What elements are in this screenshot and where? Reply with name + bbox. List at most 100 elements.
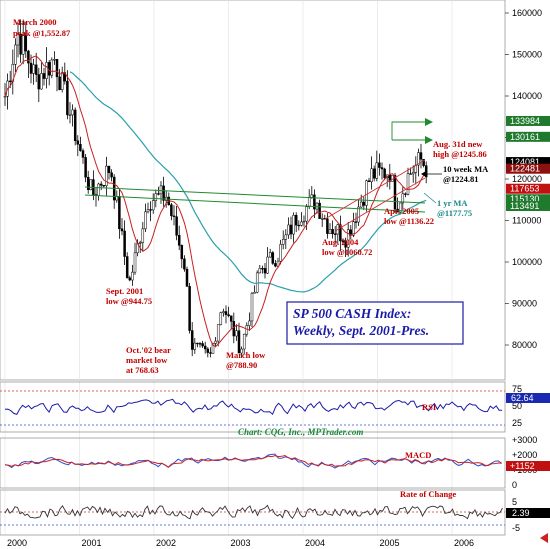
price-candle-body — [279, 244, 282, 262]
price-candle-body — [209, 352, 212, 354]
indicator-tick-label: 0 — [512, 480, 517, 490]
price-candle-body — [422, 159, 425, 166]
price-candle-body — [201, 343, 204, 347]
price-badge-value: 113491 — [510, 201, 539, 211]
price-candle-body — [216, 324, 220, 342]
price-candle-body — [352, 221, 355, 236]
price-candle-body — [105, 165, 108, 186]
price-badge-value: 130161 — [510, 132, 540, 142]
price-candle-body — [253, 291, 256, 294]
price-candle-body — [203, 345, 207, 350]
rsi-label: RSI — [422, 402, 437, 412]
price-candle-body — [372, 168, 376, 179]
ma-1yr-line — [69, 71, 427, 293]
price-candle-body — [76, 140, 80, 145]
price-candle-body — [118, 196, 121, 230]
price-candle-body — [138, 242, 142, 244]
target-arrow-1 — [425, 118, 433, 126]
price-candle-body — [206, 348, 210, 353]
price-candle-body — [281, 239, 285, 245]
price-candle-body — [326, 218, 329, 234]
price-candle-body — [183, 258, 186, 270]
price-candle-body — [68, 114, 72, 116]
price-badge: 115130 — [506, 194, 550, 205]
price-candle-body — [294, 214, 298, 226]
price-candle-body — [110, 172, 113, 178]
rsi-panel-frame — [0, 381, 506, 433]
price-candle-body — [120, 228, 124, 232]
price-candle-body — [131, 271, 134, 281]
price-candle-body — [55, 59, 59, 78]
indicator-tick-label: +3000 — [512, 435, 537, 445]
price-candle-body — [354, 221, 358, 223]
price-candle-body — [3, 96, 7, 98]
price-badge-value: 124081 — [510, 157, 540, 167]
x-axis: 2000 2001 2002 2003 2004 2005 2006 — [4, 0, 474, 548]
title-box: SP 500 CASH Index: Weekly, Sept. 2001-Pr… — [286, 301, 464, 345]
price-candle-body — [81, 150, 85, 158]
price-candle-body — [177, 235, 181, 246]
price-candle-body — [409, 173, 412, 175]
price-badge-value: 133984 — [510, 116, 540, 126]
x-tick-label: 2000 — [7, 538, 27, 548]
price-badge-value: 122481 — [510, 164, 540, 174]
price-candle-body — [16, 33, 20, 46]
price-candle-body — [211, 343, 215, 354]
price-candle-body — [367, 180, 371, 183]
price-candle-body — [172, 215, 176, 217]
y-tick-label: 140000 — [512, 91, 542, 101]
roc-label: Rate of Change — [400, 489, 456, 499]
y-tick-label: 110000 — [512, 216, 541, 226]
price-candle-body — [42, 73, 46, 79]
price-candle-body — [50, 59, 54, 76]
price-candle-body — [107, 165, 111, 173]
price-candle-body — [144, 211, 147, 230]
price-candle-body — [53, 59, 56, 61]
aug31-annotation: Aug. 31d new high @1245.86 — [433, 139, 487, 159]
price-candle-body — [190, 330, 194, 350]
price-candle-body — [71, 109, 74, 116]
y-tick-label: 100000 — [512, 257, 542, 267]
price-candle-body — [346, 229, 350, 248]
price-candle-body — [21, 35, 25, 55]
price-candle-body — [417, 152, 420, 166]
price-candle-body — [198, 343, 202, 345]
ma1yr-annotation: 1 yr MA @1177.75 — [437, 198, 472, 218]
price-candle-body — [344, 241, 347, 248]
roc-line — [4, 504, 503, 520]
price-candle-body — [263, 268, 267, 274]
price-candle-body — [339, 224, 342, 242]
price-candle-body — [300, 221, 303, 226]
price-candle-body — [141, 228, 145, 243]
oct2002-annotation: Oct.'02 bear market low at 768.63 — [126, 345, 171, 375]
price-candle-body — [97, 183, 100, 197]
indicator-tick-label: -5 — [512, 523, 520, 533]
ma-10week-line — [4, 55, 427, 348]
green-support-line-1 — [84, 186, 426, 204]
roc-badge-value: 2.39 — [512, 508, 530, 518]
apr2005-annotation: Apr. 2005 low @1136.22 — [384, 206, 434, 226]
price-candle-body — [146, 209, 150, 213]
price-candle-body — [375, 162, 379, 179]
price-candle-body — [102, 185, 106, 187]
price-badge: 130161 — [506, 131, 550, 142]
price-candle-body — [237, 330, 241, 354]
y-tick-label: 90000 — [512, 299, 537, 309]
target-arrow-2 — [425, 136, 433, 144]
indicator-tick-label: 25 — [512, 418, 522, 428]
march-low-annotation: March low @788.90 — [226, 350, 266, 370]
price-candle-body — [248, 320, 251, 326]
price-candle-body — [380, 167, 384, 170]
price-candle-body — [37, 74, 41, 90]
sept2001-annotation: Sept. 2001 low @944.75 — [106, 286, 152, 306]
scroll-left-arrow[interactable] — [540, 533, 548, 543]
price-candle-body — [162, 185, 165, 201]
trendlines — [84, 118, 433, 232]
channel-upper — [324, 159, 426, 220]
price-candle-body — [393, 174, 397, 210]
price-candle-body — [424, 165, 428, 178]
y-tick-label: 150000 — [512, 50, 542, 60]
price-candle-body — [276, 260, 280, 267]
chart-title: SP 500 CASH Index: — [293, 306, 411, 321]
